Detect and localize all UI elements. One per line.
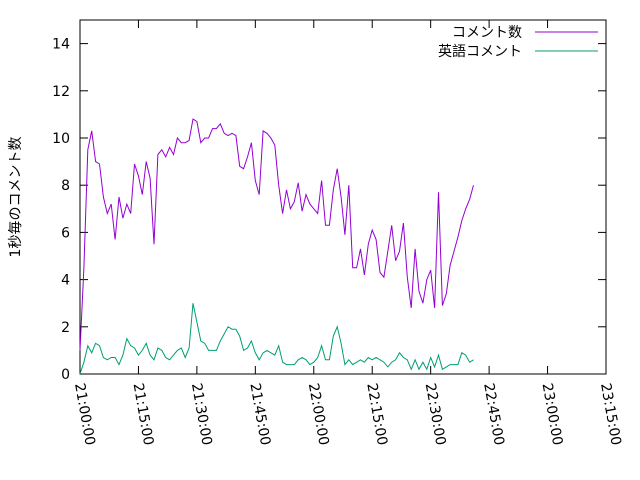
x-tick-label: 23:15:00 xyxy=(597,382,624,447)
series-layer xyxy=(79,118,474,375)
y-tick-label: 10 xyxy=(52,131,70,147)
legend: コメント数 英語コメント xyxy=(438,25,598,60)
y-tick-label: 4 xyxy=(61,273,70,289)
y-tick-label: 8 xyxy=(61,178,70,194)
y-tick-label: 6 xyxy=(61,225,70,241)
x-tick-label: 22:45:00 xyxy=(480,382,507,447)
comments-series-line xyxy=(79,118,474,351)
plot-frame xyxy=(79,19,607,375)
x-tick-label: 21:45:00 xyxy=(246,382,273,447)
x-axis-ticks: 21:00:00 21:15:00 21:30:00 21:45:00 22:00:00… xyxy=(71,20,624,447)
y-tick-label: 14 xyxy=(52,37,70,53)
x-tick-label: 21:00:00 xyxy=(71,382,98,447)
y-axis-ticks: 0 2 4 6 8 10 12 14 xyxy=(52,37,606,383)
legend-label-english: 英語コメント xyxy=(438,43,522,60)
x-tick-label: 23:00:00 xyxy=(539,382,566,447)
y-tick-label: 12 xyxy=(52,84,70,100)
y-tick-label: 0 xyxy=(61,367,70,383)
x-tick-label: 22:00:00 xyxy=(305,382,332,447)
x-tick-label: 22:30:00 xyxy=(422,382,449,447)
y-axis-label: 1秒毎のコメント数 xyxy=(8,137,24,258)
y-tick-label: 2 xyxy=(61,320,70,336)
legend-label-comments: コメント数 xyxy=(452,25,522,41)
english-comments-series-line xyxy=(79,303,474,375)
x-tick-label: 21:30:00 xyxy=(188,382,215,447)
x-tick-label: 21:15:00 xyxy=(130,382,157,447)
x-tick-label: 22:15:00 xyxy=(363,382,390,447)
